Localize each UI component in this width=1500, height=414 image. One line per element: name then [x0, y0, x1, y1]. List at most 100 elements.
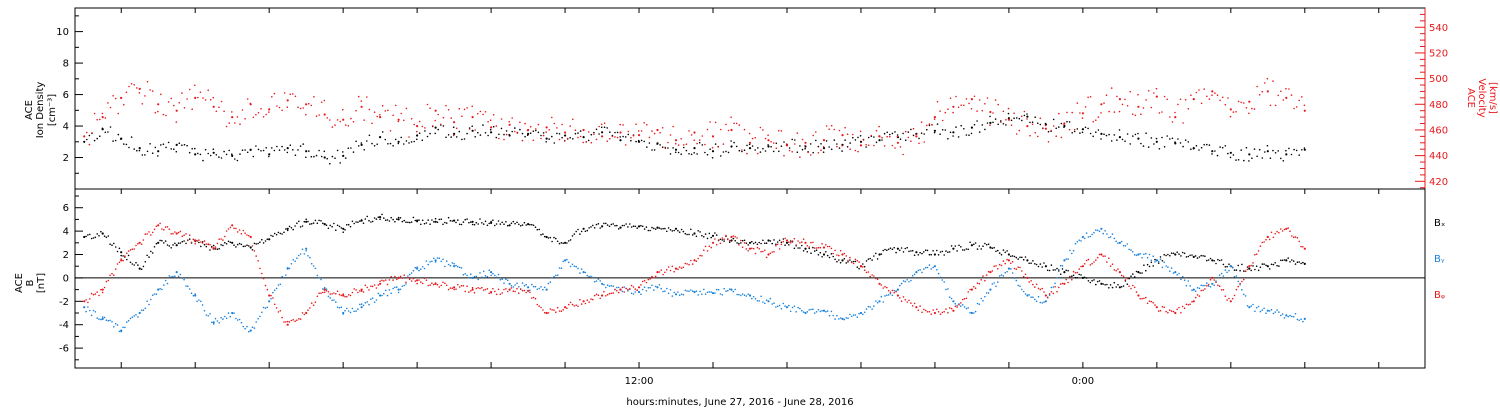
data-point-interp — [845, 317, 847, 319]
data-point-interp — [630, 139, 632, 142]
data-point-interp — [1211, 94, 1213, 96]
data-point-interp — [262, 277, 265, 280]
data-point-interp — [351, 307, 354, 310]
data-point-interp — [125, 91, 128, 94]
data-point-interp — [747, 250, 749, 252]
data-point-interp — [244, 118, 246, 120]
data-point-interp — [429, 132, 431, 135]
data-point-interp — [364, 218, 367, 220]
data-point-interp — [688, 290, 690, 293]
data-point-interp — [127, 250, 130, 252]
data-point-interp — [1023, 110, 1026, 113]
data-point-interp — [516, 287, 518, 290]
data-point-interp — [894, 147, 896, 149]
data-point — [1174, 271, 1177, 274]
data-point-interp — [1065, 258, 1067, 260]
data-point-interp — [346, 295, 348, 298]
data-point-interp — [754, 252, 757, 255]
data-point-interp — [809, 154, 812, 156]
data-point — [1303, 262, 1306, 265]
data-point-interp — [531, 283, 533, 286]
data-point-interp — [1108, 110, 1110, 113]
data-point — [804, 311, 807, 315]
data-point-interp — [160, 144, 162, 146]
data-point-interp — [181, 240, 184, 243]
data-point — [1081, 235, 1084, 239]
data-point-interp — [680, 267, 683, 269]
data-point-interp — [706, 291, 709, 294]
data-point-interp — [1257, 250, 1260, 252]
data-point-interp — [359, 303, 361, 306]
data-point-interp — [276, 105, 278, 107]
data-point — [471, 288, 474, 291]
data-point-interp — [96, 317, 98, 319]
data-point-interp — [349, 294, 352, 297]
data-point-interp — [893, 289, 895, 292]
data-point-interp — [772, 150, 775, 153]
data-point-interp — [854, 149, 857, 152]
data-point-interp — [1167, 311, 1169, 314]
data-point-interp — [335, 301, 337, 303]
data-point-interp — [1241, 263, 1243, 266]
data-point-interp — [844, 126, 846, 129]
data-point-interp — [373, 217, 376, 219]
data-point-interp — [703, 288, 705, 291]
data-point-interp — [379, 280, 381, 283]
data-point-interp — [1287, 227, 1289, 229]
data-point-interp — [368, 219, 370, 222]
data-point-interp — [1002, 110, 1005, 113]
data-point-interp — [1074, 242, 1077, 245]
data-point — [915, 135, 918, 138]
data-point-interp — [1244, 270, 1247, 272]
data-point-interp — [383, 217, 385, 219]
data-point-interp — [714, 238, 716, 240]
data-point-interp — [1152, 265, 1154, 267]
data-point-interp — [1176, 308, 1178, 311]
data-point-interp — [680, 153, 682, 155]
data-point-interp — [775, 142, 778, 145]
data-point-interp — [836, 143, 838, 145]
data-point-interp — [1290, 94, 1293, 96]
data-point-interp — [948, 307, 951, 309]
data-point-interp — [595, 293, 598, 296]
data-point-interp — [826, 245, 829, 248]
data-point-interp — [772, 142, 775, 144]
data-point-interp — [458, 130, 461, 133]
data-point-interp — [651, 284, 653, 287]
data-point-interp — [994, 118, 997, 120]
data-point-interp — [286, 151, 289, 154]
data-point — [1229, 265, 1232, 268]
data-point-interp — [677, 268, 679, 271]
data-point-interp — [862, 313, 864, 316]
data-point-interp — [199, 153, 202, 156]
data-point-interp — [961, 304, 964, 306]
data-point — [1192, 255, 1195, 258]
data-point-interp — [384, 279, 387, 281]
data-point — [1007, 118, 1011, 121]
data-point-interp — [88, 143, 91, 146]
data-point-interp — [1189, 303, 1191, 306]
data-point-interp — [1228, 263, 1230, 266]
data-point — [933, 265, 937, 268]
data-point-interp — [671, 295, 674, 297]
data-point-interp — [1246, 266, 1249, 268]
data-point — [360, 105, 363, 108]
data-point-interp — [1214, 92, 1216, 94]
data-point-interp — [865, 146, 867, 148]
data-point-interp — [796, 132, 799, 134]
data-point-interp — [1000, 253, 1003, 256]
data-point-interp — [1257, 269, 1260, 272]
data-point-interp — [229, 315, 232, 318]
data-point-interp — [723, 240, 725, 242]
data-point-interp — [801, 244, 803, 247]
data-point — [656, 286, 659, 289]
data-point-interp — [251, 249, 254, 251]
data-point — [527, 128, 530, 132]
data-point-interp — [1198, 256, 1201, 258]
data-point-interp — [255, 255, 257, 257]
data-point-interp — [397, 291, 400, 294]
data-point-interp — [828, 146, 830, 148]
data-point-interp — [969, 288, 971, 291]
data-point-interp — [183, 107, 186, 109]
data-point-interp — [215, 110, 218, 113]
